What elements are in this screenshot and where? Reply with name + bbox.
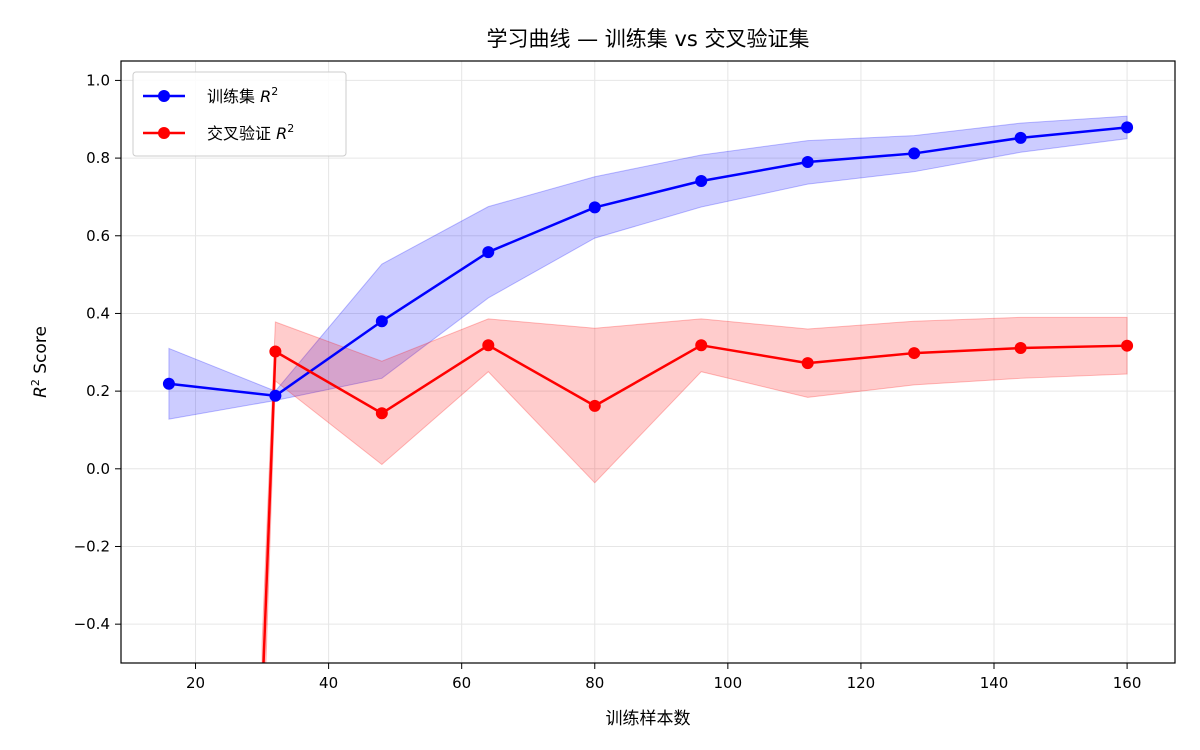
x-tick-label: 160 (1113, 674, 1142, 692)
x-tick-label: 120 (847, 674, 876, 692)
confidence-bands (168, 115, 1128, 663)
point-cv (695, 339, 708, 352)
legend-marker-train (158, 90, 170, 102)
point-train (482, 246, 495, 259)
x-tick-label: 80 (585, 674, 604, 692)
point-cv (375, 407, 388, 420)
point-cv (588, 399, 601, 412)
y-tick-label: 0.6 (86, 227, 110, 245)
series-points (162, 121, 1134, 708)
y-tick-label: 0.4 (86, 304, 110, 322)
point-train (1014, 131, 1027, 144)
point-cv (908, 347, 921, 360)
y-axis-ticks: −0.4 −0.2 0.0 0.2 0.4 0.6 0.8 1.0 (74, 71, 121, 633)
x-axis-title: 训练样本数 (606, 709, 691, 729)
y-axis-title-rest: Score (31, 326, 51, 379)
point-cv (482, 339, 495, 352)
point-train (588, 201, 601, 214)
point-train (695, 175, 708, 188)
point-cv (1121, 339, 1134, 352)
point-train (162, 377, 175, 390)
point-cv (269, 345, 282, 358)
plot-frame (120, 60, 1176, 664)
point-train (1121, 121, 1134, 134)
y-tick-label: 0.8 (86, 149, 110, 167)
point-train (269, 389, 282, 402)
line-cv (262, 344, 1128, 663)
y-axis-title-exponent: 2 (29, 379, 42, 386)
legend-frame (132, 71, 347, 157)
band-train (168, 115, 1128, 420)
point-cv (801, 357, 814, 370)
x-tick-label: 40 (319, 674, 338, 692)
legend: 训练集 R2 交叉验证 R2 (132, 71, 347, 157)
legend-label-cv: 交叉验证 R2 (207, 122, 294, 143)
x-axis-ticks: 20 40 60 80 100 120 140 160 (186, 663, 1141, 692)
y-tick-label: 0.2 (86, 382, 110, 400)
series-lines (168, 126, 1128, 663)
y-axis-title: R2 Score (29, 326, 51, 398)
y-axis-title-variable: R (31, 386, 51, 398)
legend-marker-cv (158, 127, 170, 139)
y-tick-label: 0.0 (86, 460, 110, 478)
x-tick-label: 20 (186, 674, 205, 692)
line-train (168, 126, 1128, 398)
grid (121, 61, 1175, 663)
band-cv (261, 316, 1128, 663)
y-tick-label: −0.4 (74, 615, 110, 633)
point-cv (256, 696, 268, 708)
x-tick-label: 100 (714, 674, 743, 692)
point-train (375, 315, 388, 328)
point-train (801, 155, 814, 168)
legend-label-train: 训练集 R2 (207, 85, 278, 106)
point-train (908, 147, 921, 160)
x-tick-label: 60 (452, 674, 471, 692)
y-tick-label: −0.2 (74, 537, 110, 555)
chart-title: 学习曲线 — 训练集 vs 交叉验证集 (486, 27, 809, 51)
point-cv (1014, 342, 1027, 355)
x-tick-label: 140 (980, 674, 1009, 692)
y-tick-label: 1.0 (86, 71, 110, 89)
